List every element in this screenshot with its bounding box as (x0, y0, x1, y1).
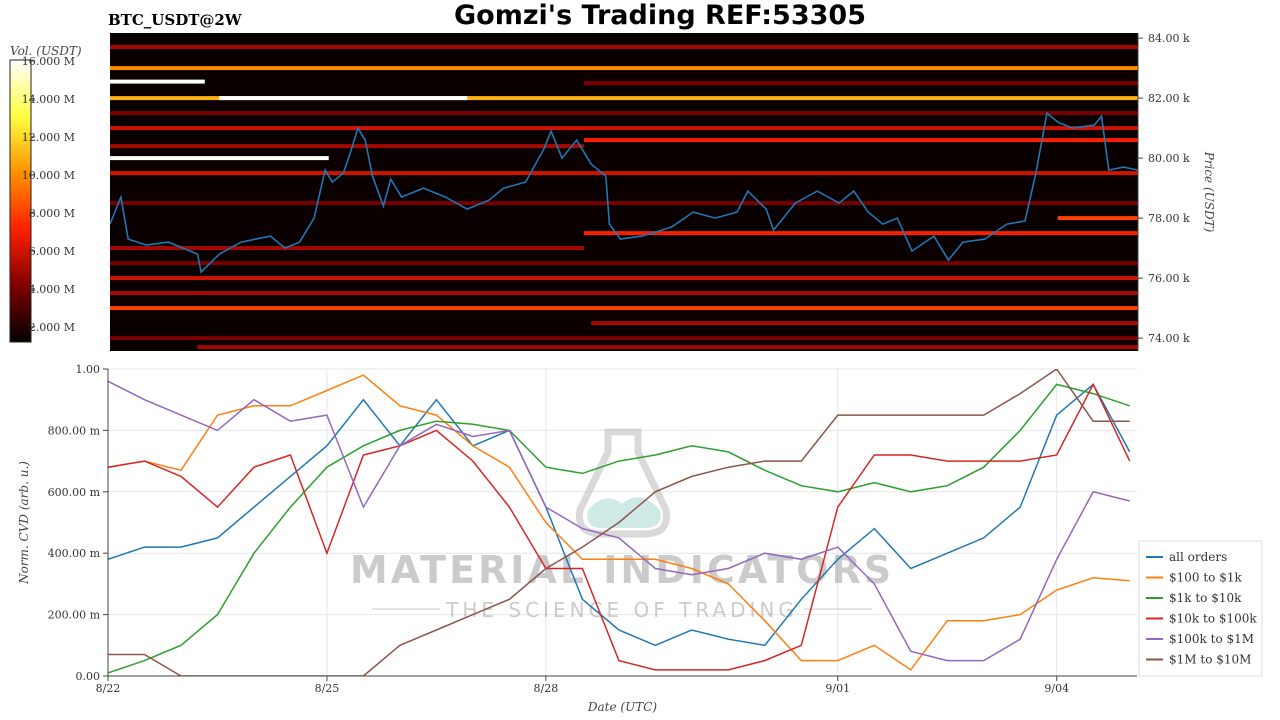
colorbar-label: Vol. (USDT) (10, 44, 82, 58)
y-tick-label: 600.00 m (48, 486, 101, 499)
heatmap-layer (110, 45, 1138, 350)
watermark-title: MATERIAL INDICATORS (350, 548, 894, 592)
colorbar (9, 59, 32, 343)
colorbar-tick-label: 12.000 M (22, 131, 75, 144)
y-tick-label: 76.00 k (1148, 272, 1190, 285)
y-tick-label: 80.00 k (1148, 152, 1190, 165)
watermark-icon (575, 428, 671, 538)
order-level (110, 66, 1138, 71)
order-level (110, 96, 1138, 101)
order-level (110, 111, 1138, 116)
x-tick-label: 9/04 (1044, 682, 1069, 695)
y-tick-label: 82.00 k (1148, 92, 1190, 105)
cvd-line (108, 374, 1130, 671)
order-level (110, 276, 1138, 281)
legend-label: $10k to $100k (1169, 612, 1257, 626)
chart-title: Gomzi's Trading REF:53305 (454, 0, 866, 31)
order-level (110, 336, 1138, 341)
y-tick-label: 74.00 k (1148, 332, 1190, 345)
colorbar-tick-label: 16.000 M (22, 55, 75, 68)
x-tick-label: 8/28 (534, 682, 559, 695)
price-line (110, 111, 1138, 274)
order-level (110, 79, 205, 84)
order-level (110, 291, 1138, 296)
x-tick-label: 9/01 (825, 682, 850, 695)
colorbar-tick-label: 10.000 M (22, 169, 75, 182)
y-tick-label: 0.00 (76, 670, 101, 683)
legend-label: all orders (1169, 550, 1227, 564)
y-axis-label: Price (USDT) (1202, 151, 1216, 233)
order-level (197, 345, 1138, 350)
order-level (110, 306, 1138, 311)
legend-label: $100k to $1M (1169, 632, 1254, 646)
cvd-line (108, 369, 1130, 676)
order-level (110, 201, 1138, 206)
order-level (110, 261, 1138, 266)
lines (108, 369, 1131, 676)
order-level (110, 144, 584, 149)
y-tick-label: 400.00 m (48, 547, 101, 560)
order-level (219, 96, 468, 101)
order-level (583, 138, 1138, 143)
plot-background (110, 33, 1138, 351)
legend-label: $1k to $10k (1169, 591, 1242, 605)
colorbar-tick-label: 14.000 M (22, 93, 75, 106)
cvd-line (108, 380, 1130, 662)
x-axis-label: Date (UTC) (587, 700, 657, 714)
cvd-line (108, 382, 1131, 671)
order-level (1057, 216, 1138, 221)
cvd-line (108, 383, 1131, 647)
y-tick-label: 84.00 k (1148, 32, 1190, 45)
order-level (110, 171, 1138, 176)
colorbar-tick-label: 8.000 M (29, 207, 75, 220)
x-tick-label: 8/25 (315, 682, 340, 695)
cvd-line (108, 383, 1130, 674)
order-level (110, 156, 329, 161)
y-tick-label: 78.00 k (1148, 212, 1190, 225)
legend-box (1138, 540, 1263, 677)
y-tick-label: 1.00 (76, 363, 101, 376)
y-tick-label: 200.00 m (48, 609, 101, 622)
legend-label: $1M to $10M (1169, 653, 1251, 667)
chart-subtitle: BTC_USDT@2W (108, 11, 243, 29)
legend-label: $100 to $1k (1169, 571, 1242, 585)
y-axis-label: Norm. CVD (arb. u.) (17, 461, 31, 585)
order-level (110, 126, 1138, 131)
y-tick-label: 800.00 m (48, 424, 101, 437)
order-level (110, 246, 584, 251)
x-tick-label: 8/22 (96, 682, 121, 695)
order-level (583, 231, 1138, 236)
watermark-icon-fill (587, 497, 661, 528)
colorbar-tick-label: 4.000 M (29, 283, 75, 296)
order-level (591, 321, 1138, 326)
colorbar-tick-label: 2.000 M (29, 321, 75, 334)
order-level (583, 81, 1138, 86)
colorbar-tick-label: 6.000 M (29, 245, 75, 258)
order-level (110, 45, 1138, 50)
